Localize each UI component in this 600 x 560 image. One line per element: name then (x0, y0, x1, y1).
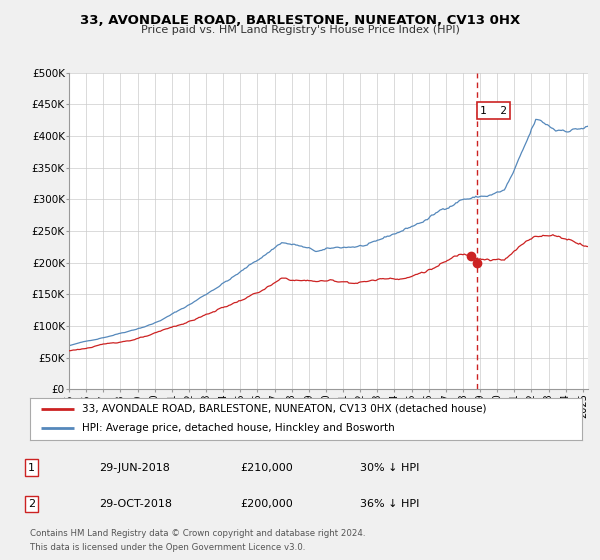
Text: 1  2: 1 2 (480, 106, 507, 116)
Text: 2: 2 (28, 499, 35, 509)
Text: 33, AVONDALE ROAD, BARLESTONE, NUNEATON, CV13 0HX: 33, AVONDALE ROAD, BARLESTONE, NUNEATON,… (80, 14, 520, 27)
Text: HPI: Average price, detached house, Hinckley and Bosworth: HPI: Average price, detached house, Hinc… (82, 423, 395, 433)
Text: Contains HM Land Registry data © Crown copyright and database right 2024.: Contains HM Land Registry data © Crown c… (30, 529, 365, 538)
Text: £200,000: £200,000 (240, 499, 293, 509)
Text: 29-OCT-2018: 29-OCT-2018 (99, 499, 172, 509)
Text: Price paid vs. HM Land Registry's House Price Index (HPI): Price paid vs. HM Land Registry's House … (140, 25, 460, 35)
Text: 1: 1 (28, 463, 35, 473)
Text: 30% ↓ HPI: 30% ↓ HPI (360, 463, 419, 473)
Text: This data is licensed under the Open Government Licence v3.0.: This data is licensed under the Open Gov… (30, 543, 305, 552)
Text: £210,000: £210,000 (240, 463, 293, 473)
Text: 33, AVONDALE ROAD, BARLESTONE, NUNEATON, CV13 0HX (detached house): 33, AVONDALE ROAD, BARLESTONE, NUNEATON,… (82, 404, 487, 414)
Text: 29-JUN-2018: 29-JUN-2018 (99, 463, 170, 473)
Text: 36% ↓ HPI: 36% ↓ HPI (360, 499, 419, 509)
